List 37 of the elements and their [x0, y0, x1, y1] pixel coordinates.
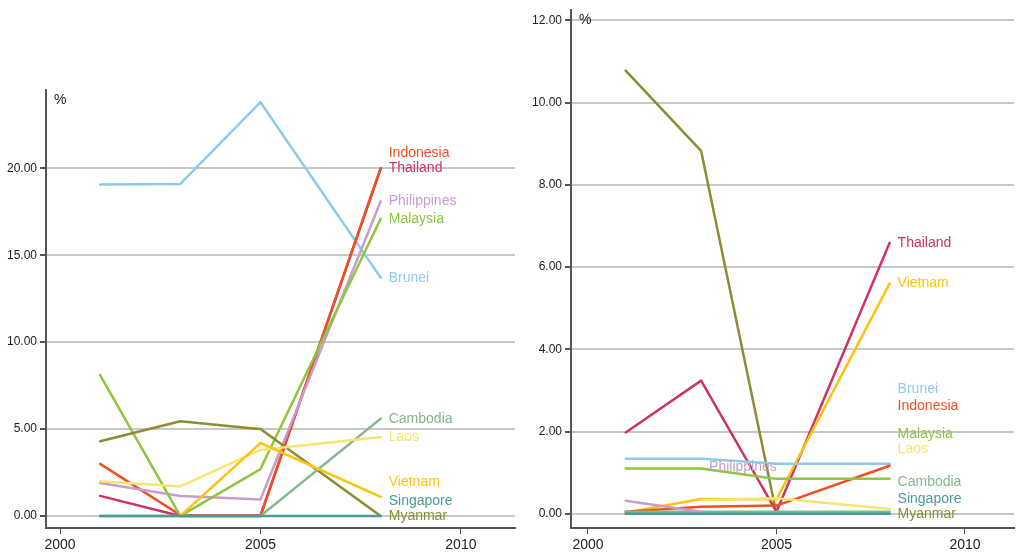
series-label: Vietnam — [388, 472, 440, 489]
series-label: Thailand — [388, 159, 443, 176]
y-tick-label: 12.00 — [532, 12, 563, 27]
y-tick-label: 4.00 — [538, 341, 563, 356]
series-label: Singapore — [388, 491, 453, 508]
x-tick-label: 2010 — [949, 536, 981, 553]
series-label: Thailand — [897, 233, 952, 250]
text: Malaysia — [897, 424, 954, 441]
series-label: Vietnam — [897, 274, 949, 291]
text: Laos — [897, 439, 928, 456]
series-label: Brunei — [388, 268, 430, 285]
series-label: Philippines — [388, 192, 457, 209]
y-axis-title: % — [54, 90, 67, 107]
series-label: Singapore — [897, 489, 962, 506]
x-tick-label: 2000 — [44, 536, 76, 553]
text: Brunei — [897, 379, 939, 396]
y-tick-label: 0.00 — [538, 506, 563, 521]
x-tick-label: 2005 — [244, 536, 277, 553]
x-tick-label: 2010 — [445, 536, 477, 553]
series-label: Indonesia — [388, 144, 450, 161]
y-tick-label: 10.00 — [532, 95, 563, 110]
series-label: Cambodia — [388, 409, 453, 426]
y-tick-label: 0.00 — [13, 508, 38, 523]
y-tick-label: 6.00 — [538, 259, 563, 274]
y-axis-title: % — [579, 11, 592, 28]
text: Indonesia — [897, 396, 959, 413]
y-tick-label: 5.00 — [13, 421, 38, 436]
y-tick-label: 15.00 — [7, 247, 38, 262]
series-label: Cambodia — [897, 472, 962, 489]
x-tick-label: 2000 — [572, 536, 604, 553]
y-tick-label: 10.00 — [7, 334, 38, 349]
y-tick-label: 8.00 — [538, 177, 563, 192]
x-tick-label: 2005 — [760, 536, 793, 553]
series-label: Malaysia — [388, 209, 445, 226]
y-tick-label: 20.00 — [7, 160, 38, 175]
y-tick-label: 2.00 — [538, 423, 563, 438]
series-label: Laos — [388, 427, 420, 444]
